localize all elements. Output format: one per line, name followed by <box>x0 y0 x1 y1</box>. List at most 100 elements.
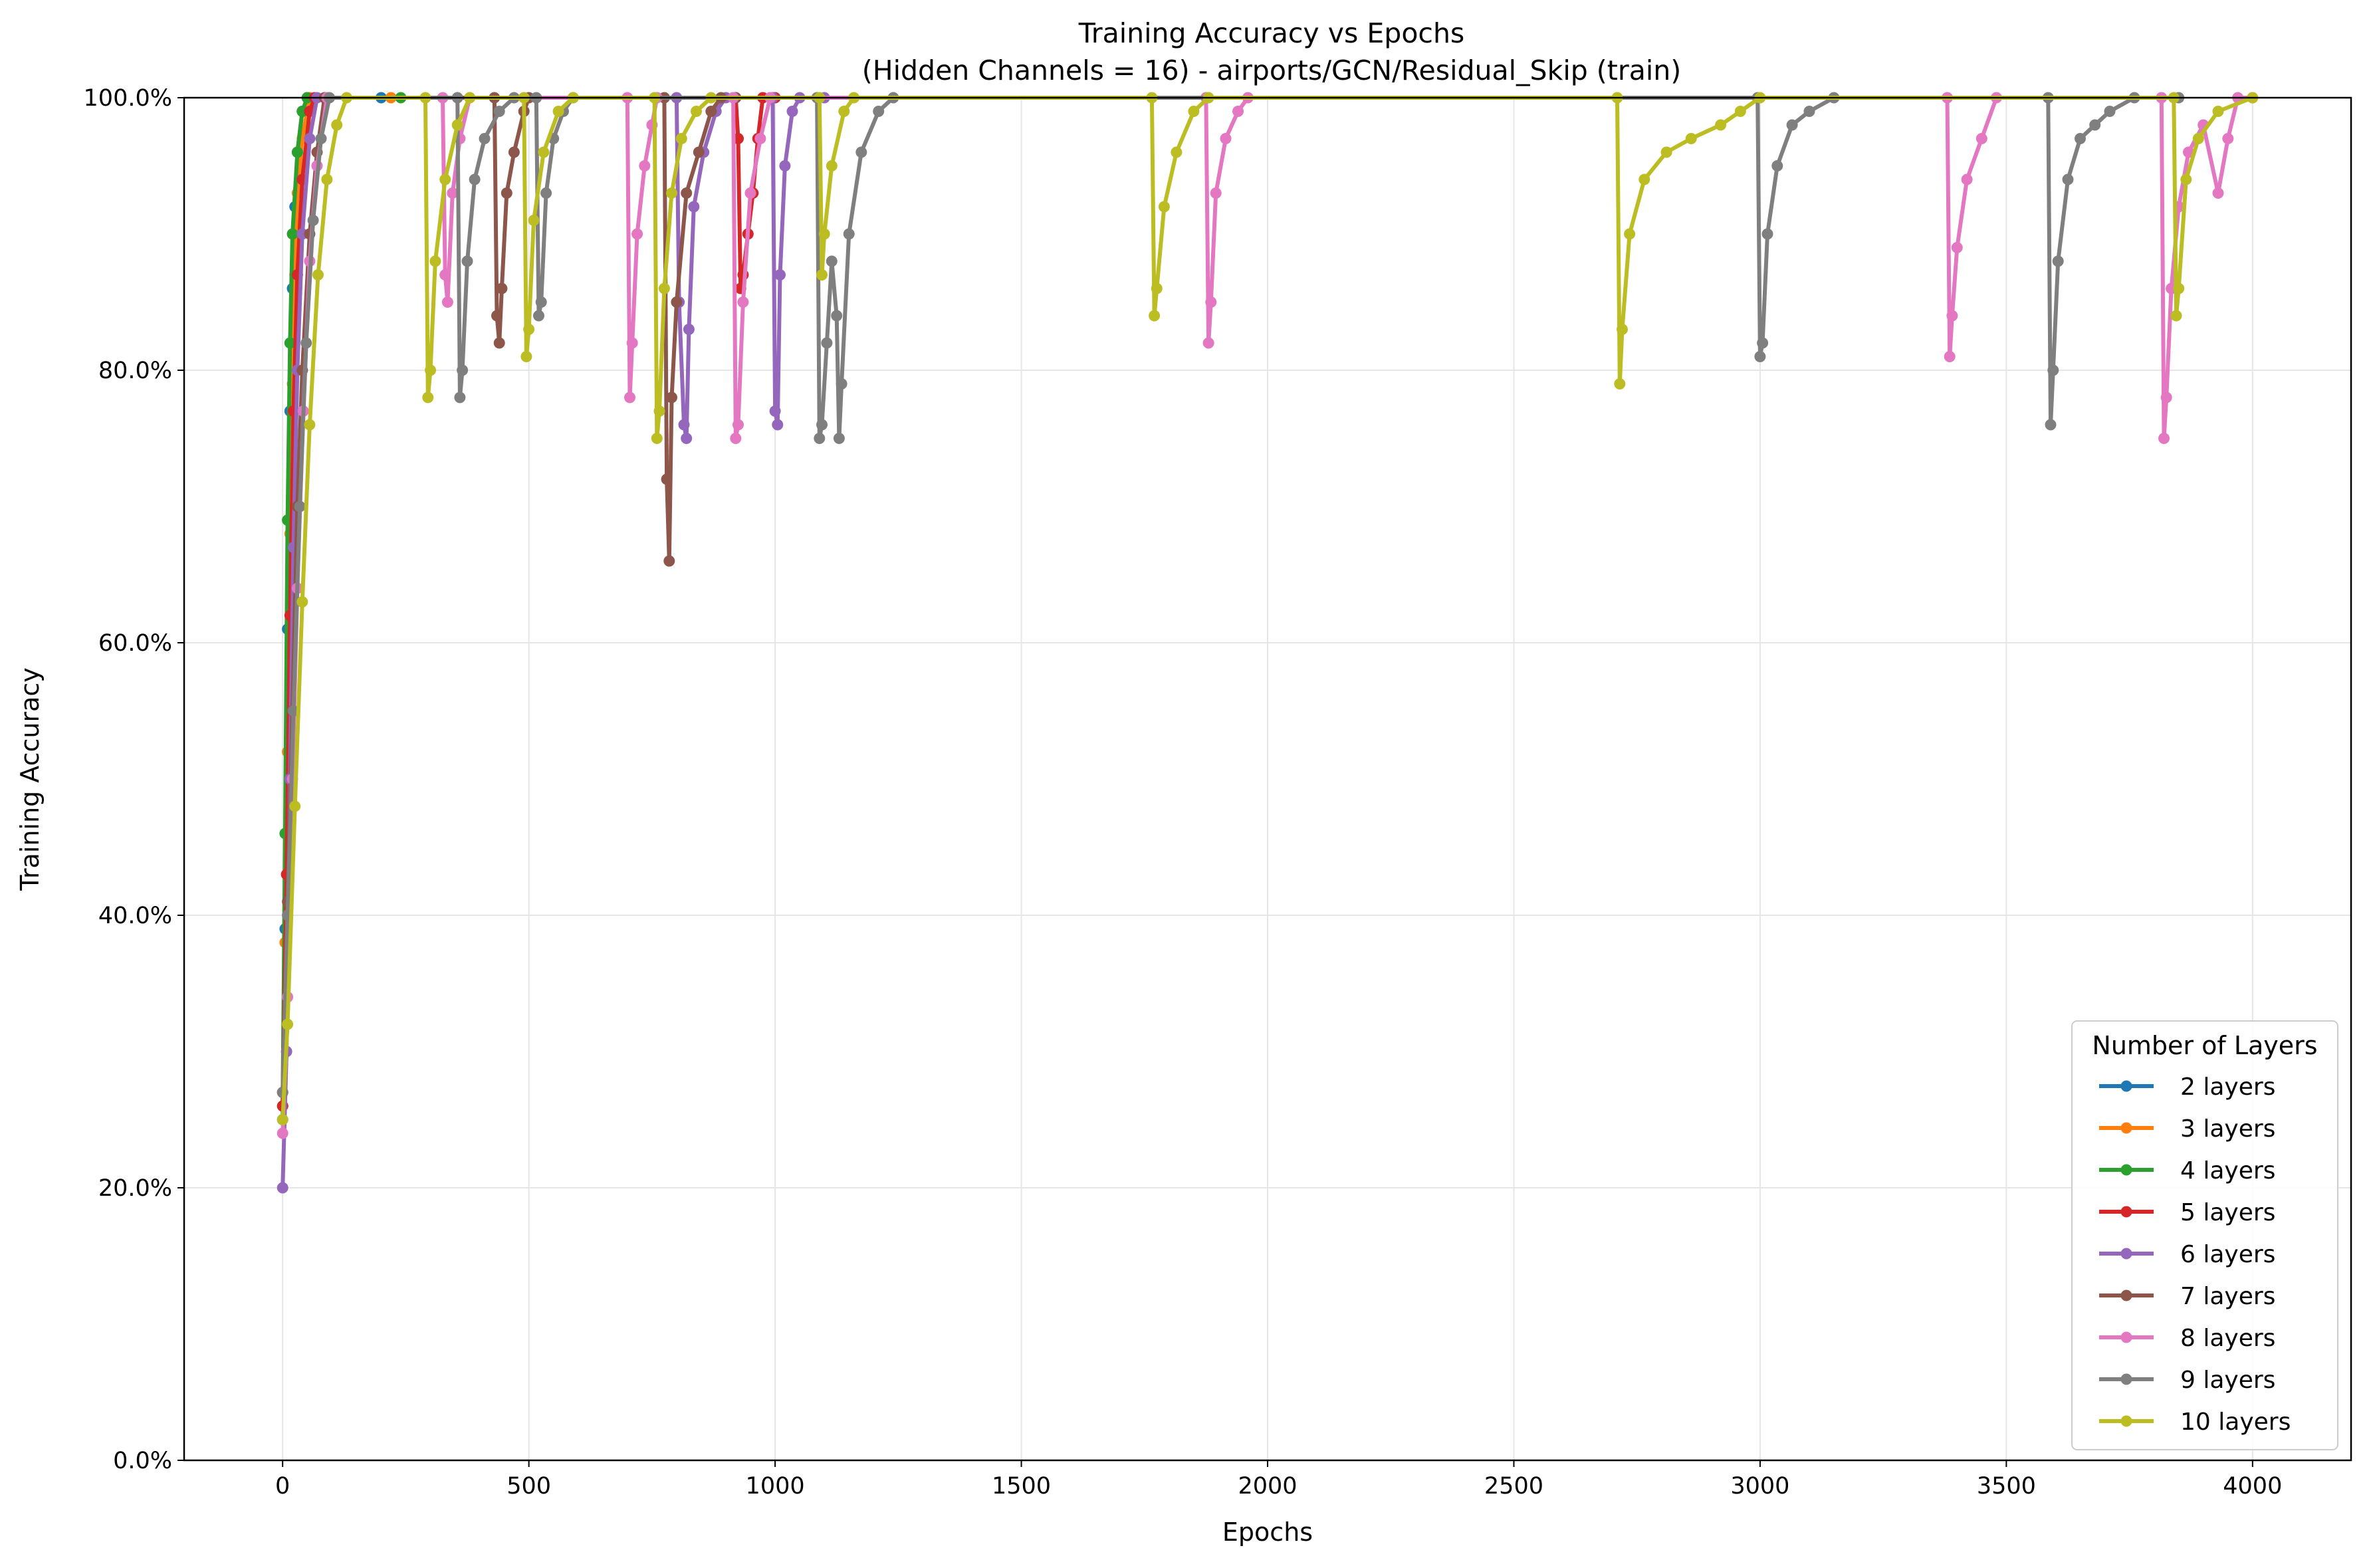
data-point <box>814 433 826 444</box>
data-point <box>1803 106 1815 117</box>
data-point <box>681 187 693 199</box>
y-tick-label-2: 40.0% <box>98 903 172 929</box>
x-tick-label-2: 1000 <box>746 1473 805 1500</box>
data-point <box>1149 310 1161 322</box>
data-point <box>496 282 508 294</box>
x-tick-label-8: 4000 <box>2223 1473 2282 1500</box>
data-point <box>779 160 791 171</box>
data-point <box>520 351 532 362</box>
legend-label: 7 layers <box>2180 1283 2275 1310</box>
legend-title: Number of Layers <box>2092 1031 2317 1060</box>
data-point <box>624 392 635 403</box>
legend-item-7-layers: 7 layers <box>2099 1283 2275 1310</box>
legend-items: 2 layers 3 layers 4 layers 5 layers 6 layers… <box>2099 1073 2291 1436</box>
data-point <box>1232 106 1244 117</box>
legend-item-3-layers: 3 layers <box>2099 1115 2275 1143</box>
legend-label: 10 layers <box>2180 1408 2291 1436</box>
data-point <box>1757 337 1769 349</box>
legend-item-10-layers: 10 layers <box>2099 1408 2291 1436</box>
data-point <box>1961 173 1973 185</box>
data-point <box>491 310 503 322</box>
data-point <box>693 146 705 158</box>
data-point <box>441 296 453 308</box>
data-point <box>816 419 828 431</box>
x-tick-label-5: 2500 <box>1484 1473 1543 1500</box>
data-point <box>1944 351 1956 362</box>
data-point <box>300 337 312 349</box>
data-point <box>826 160 838 171</box>
data-point <box>821 337 833 349</box>
data-point <box>451 119 463 131</box>
data-point <box>439 269 451 280</box>
data-point <box>816 269 828 280</box>
data-point <box>730 433 742 444</box>
data-point <box>1151 282 1163 294</box>
data-point <box>296 596 308 608</box>
x-axis-ticks: 0 500 1000 1500 2000 2500 3000 3500 4000 <box>275 1460 2282 1500</box>
data-point <box>737 296 749 308</box>
data-point <box>479 133 491 144</box>
y-tick-label-0: 0.0% <box>113 1448 172 1474</box>
data-point <box>1617 324 1628 335</box>
legend-marker <box>2120 1289 2132 1301</box>
data-point <box>1171 146 1183 158</box>
legend-item-5-layers: 5 layers <box>2099 1199 2275 1226</box>
data-point <box>666 187 677 199</box>
legend-item-4-layers: 4 layers <box>2099 1157 2275 1184</box>
data-point <box>855 146 867 158</box>
data-point <box>469 173 481 185</box>
data-point <box>2089 119 2101 131</box>
data-point <box>1771 160 1783 171</box>
data-point <box>675 133 687 144</box>
data-point <box>1761 228 1773 240</box>
data-point <box>838 106 850 117</box>
legend-item-9-layers: 9 layers <box>2099 1367 2275 1394</box>
data-point <box>658 282 670 294</box>
data-point <box>754 133 766 144</box>
data-point <box>501 187 512 199</box>
x-axis-label: Epochs <box>1222 1517 1313 1547</box>
legend-label: 6 layers <box>2180 1241 2275 1268</box>
data-point <box>671 296 683 308</box>
data-point <box>2212 187 2224 199</box>
data-point <box>1734 106 1746 117</box>
data-point <box>552 106 564 117</box>
data-point <box>321 173 333 185</box>
legend-marker <box>2120 1248 2132 1260</box>
data-point <box>277 1114 288 1125</box>
series-layer <box>277 92 2259 1194</box>
x-tick-label-3: 1500 <box>992 1473 1051 1500</box>
data-point <box>523 324 535 335</box>
data-point <box>2047 364 2059 376</box>
data-point <box>691 106 702 117</box>
data-point <box>425 364 436 376</box>
data-point <box>493 106 505 117</box>
data-point <box>1188 106 1200 117</box>
data-point <box>447 187 459 199</box>
data-point <box>540 187 552 199</box>
data-point <box>1614 378 1626 390</box>
data-point <box>2212 106 2224 117</box>
x-tick-label-0: 0 <box>275 1473 290 1500</box>
data-point <box>639 160 651 171</box>
chart-title: Training Accuracy vs Epochs <box>1078 17 1465 49</box>
data-point <box>1951 242 1963 253</box>
data-point <box>533 310 544 322</box>
x-tick-label-1: 500 <box>507 1473 551 1500</box>
legend-marker <box>2120 1122 2132 1134</box>
data-point <box>733 419 744 431</box>
data-point <box>836 378 848 390</box>
data-point <box>461 255 473 267</box>
data-point <box>663 555 675 567</box>
data-point <box>786 106 798 117</box>
data-point <box>772 419 784 431</box>
data-point <box>1210 187 1222 199</box>
chart-subtitle: (Hidden Channels = 16) - airports/GCN/Re… <box>862 55 1681 86</box>
legend-marker <box>2120 1080 2132 1092</box>
data-point <box>683 324 695 335</box>
data-point <box>818 228 830 240</box>
legend-item-8-layers: 8 layers <box>2099 1325 2275 1352</box>
data-point <box>493 337 505 349</box>
data-point <box>1624 228 1636 240</box>
